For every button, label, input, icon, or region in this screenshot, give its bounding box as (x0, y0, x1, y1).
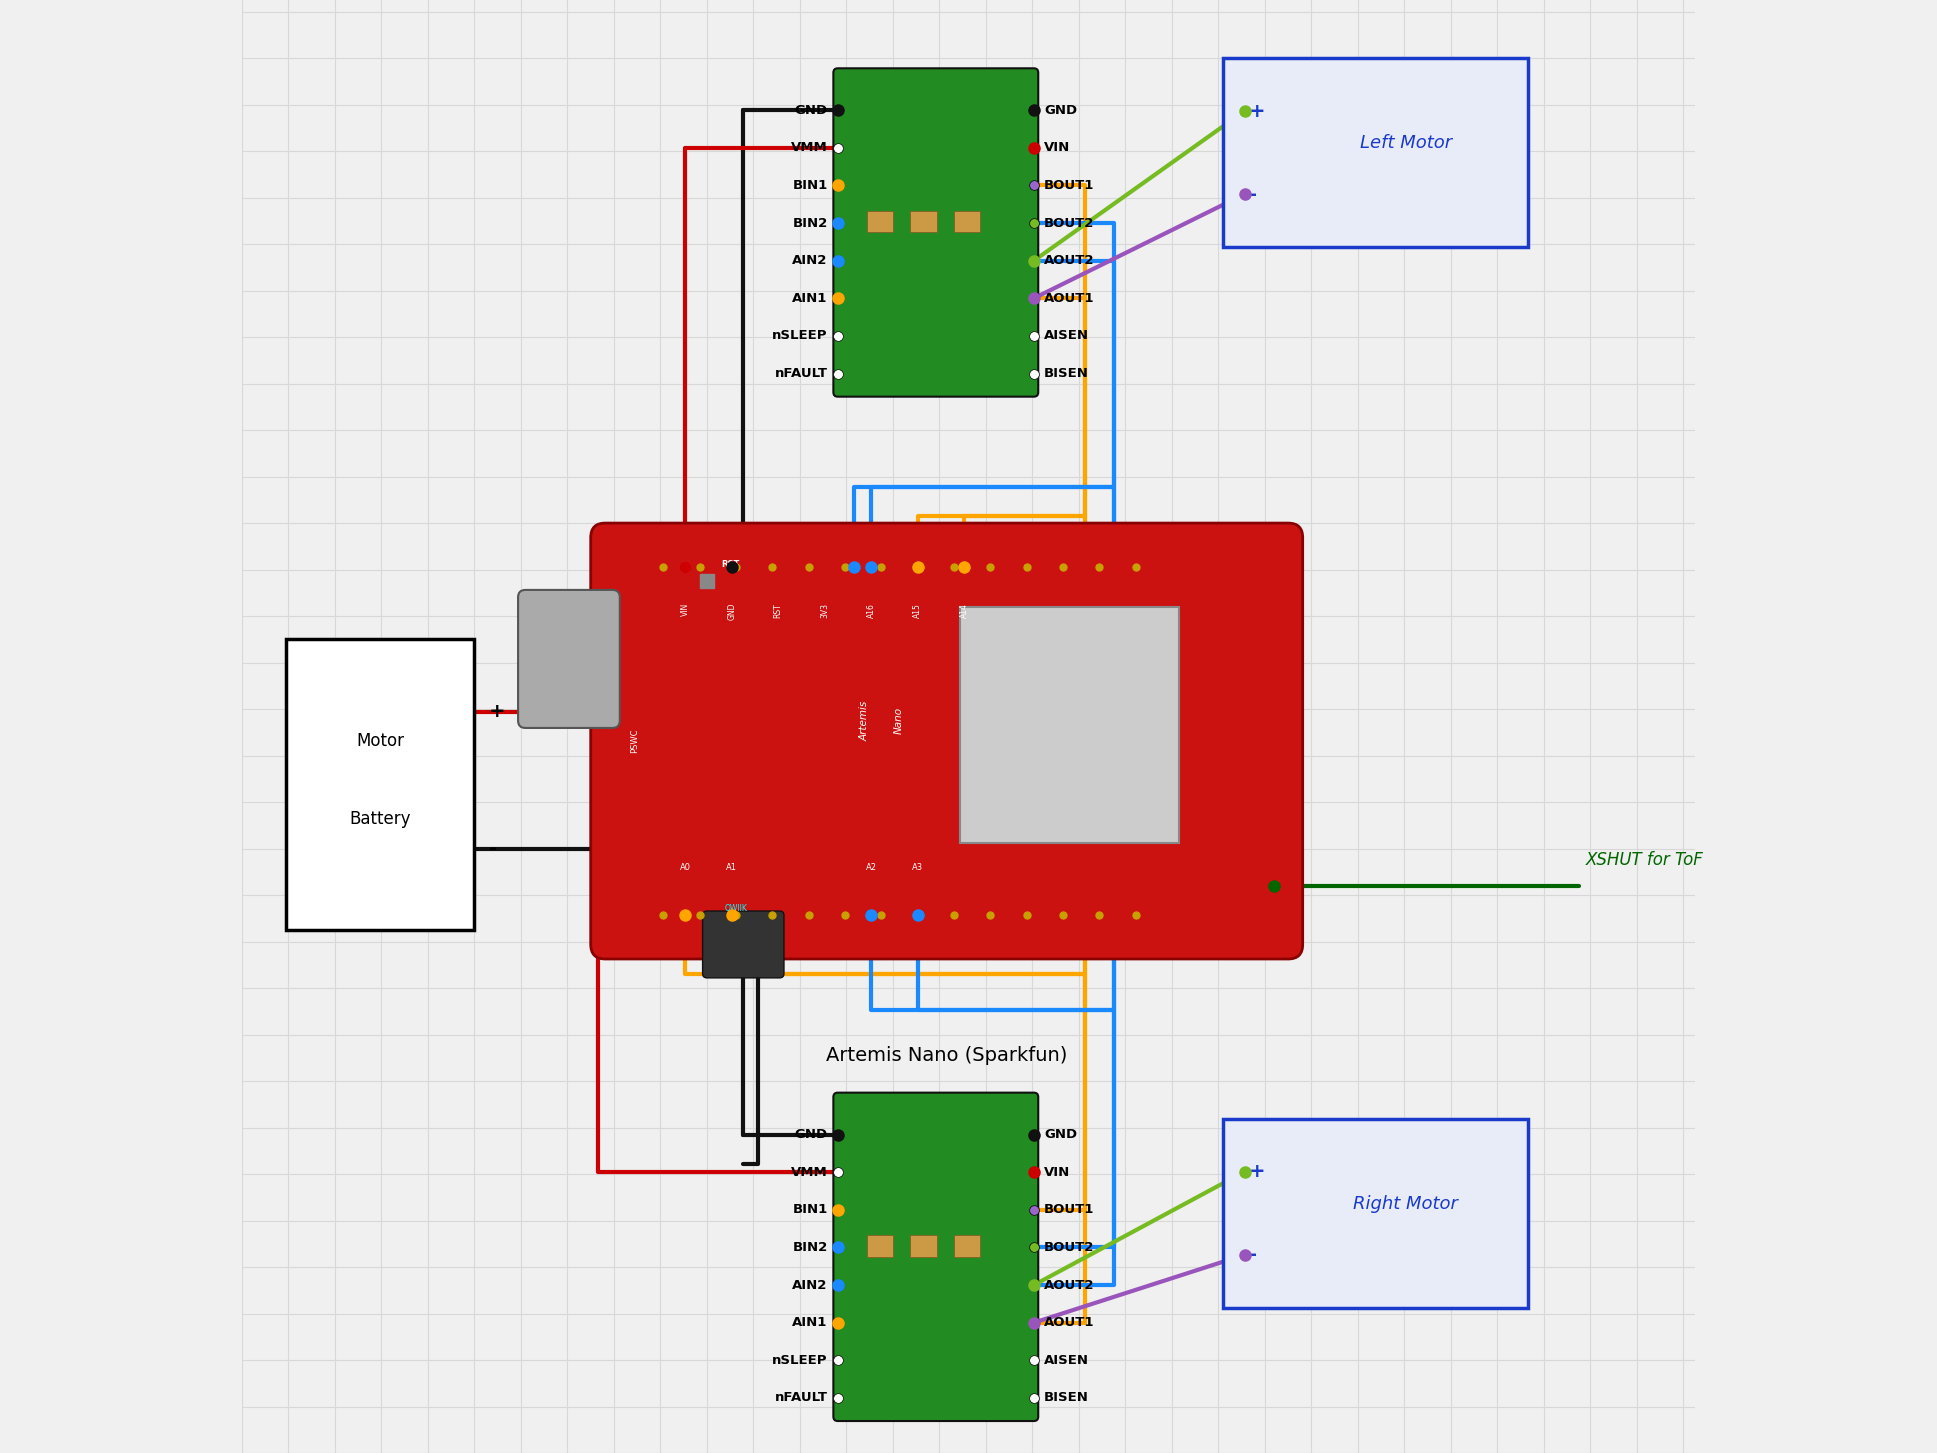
Text: A16: A16 (866, 603, 876, 618)
Text: BIN1: BIN1 (792, 179, 827, 192)
Text: AIN2: AIN2 (792, 1279, 827, 1292)
Text: Right Motor: Right Motor (1354, 1194, 1459, 1213)
Bar (910, 1235, 936, 1257)
FancyBboxPatch shape (703, 911, 784, 978)
Text: +: + (1249, 1162, 1265, 1181)
Text: Battery: Battery (349, 811, 411, 828)
Text: Motor: Motor (356, 732, 405, 750)
Text: A15: A15 (912, 603, 922, 618)
Text: A1: A1 (726, 863, 738, 872)
Bar (866, 1235, 893, 1257)
Text: A0: A0 (680, 863, 692, 872)
Text: -: - (1249, 1245, 1257, 1264)
Text: BISEN: BISEN (1044, 1392, 1089, 1405)
Text: BIN1: BIN1 (792, 1203, 827, 1216)
Text: GND: GND (1044, 103, 1077, 116)
Text: +: + (488, 702, 506, 722)
Text: Nano: Nano (893, 708, 905, 734)
Text: AOUT1: AOUT1 (1044, 1316, 1094, 1329)
Text: A14: A14 (959, 603, 968, 618)
Text: GND: GND (1044, 1128, 1077, 1141)
Bar (953, 1235, 980, 1257)
Text: RST: RST (721, 559, 740, 568)
FancyBboxPatch shape (517, 590, 620, 728)
FancyBboxPatch shape (591, 523, 1304, 959)
Text: BOUT2: BOUT2 (1044, 1241, 1094, 1254)
Text: VMM: VMM (790, 141, 827, 154)
Bar (285, 639, 475, 930)
Text: Left Motor: Left Motor (1360, 134, 1453, 153)
Text: AISEN: AISEN (1044, 330, 1089, 343)
Text: -: - (1249, 185, 1257, 203)
Text: AOUT2: AOUT2 (1044, 254, 1094, 267)
Text: Artemis: Artemis (860, 700, 870, 741)
Text: VIN: VIN (1044, 141, 1071, 154)
Text: A2: A2 (866, 863, 877, 872)
Text: BIN2: BIN2 (792, 216, 827, 230)
Text: RST: RST (773, 603, 783, 618)
Text: VIN: VIN (680, 603, 690, 616)
Text: A3: A3 (912, 863, 924, 872)
Text: AIN1: AIN1 (792, 1316, 827, 1329)
Text: AIN2: AIN2 (792, 254, 827, 267)
Text: AOUT2: AOUT2 (1044, 1279, 1094, 1292)
Text: nSLEEP: nSLEEP (773, 330, 827, 343)
Text: BOUT2: BOUT2 (1044, 216, 1094, 230)
Text: VMM: VMM (790, 1165, 827, 1178)
FancyBboxPatch shape (833, 68, 1038, 397)
Text: AIN1: AIN1 (792, 292, 827, 305)
Text: VIN: VIN (1044, 1165, 1071, 1178)
Text: AISEN: AISEN (1044, 1354, 1089, 1367)
Text: GND: GND (794, 103, 827, 116)
Text: +: + (1249, 102, 1265, 121)
Text: GND: GND (726, 603, 736, 620)
Bar (910, 211, 936, 232)
FancyBboxPatch shape (833, 1093, 1038, 1421)
Bar (1222, 1119, 1528, 1308)
Text: AOUT1: AOUT1 (1044, 292, 1094, 305)
Text: BIN2: BIN2 (792, 1241, 827, 1254)
Text: XSHUT for ToF: XSHUT for ToF (1586, 851, 1705, 869)
Text: Artemis Nano (Sparkfun): Artemis Nano (Sparkfun) (825, 1046, 1067, 1065)
Bar (866, 211, 893, 232)
Bar (961, 607, 1180, 843)
Text: BOUT1: BOUT1 (1044, 1203, 1094, 1216)
Text: nFAULT: nFAULT (775, 1392, 827, 1405)
Text: 3V3: 3V3 (819, 603, 829, 618)
Text: nSLEEP: nSLEEP (773, 1354, 827, 1367)
Text: BISEN: BISEN (1044, 368, 1089, 381)
Text: BOUT1: BOUT1 (1044, 179, 1094, 192)
Text: -: - (488, 838, 498, 859)
Text: GND: GND (794, 1128, 827, 1141)
Bar (953, 211, 980, 232)
Bar (1222, 58, 1528, 247)
Text: nFAULT: nFAULT (775, 368, 827, 381)
Text: PSWC: PSWC (630, 729, 639, 753)
Text: QWIIK: QWIIK (724, 904, 748, 912)
